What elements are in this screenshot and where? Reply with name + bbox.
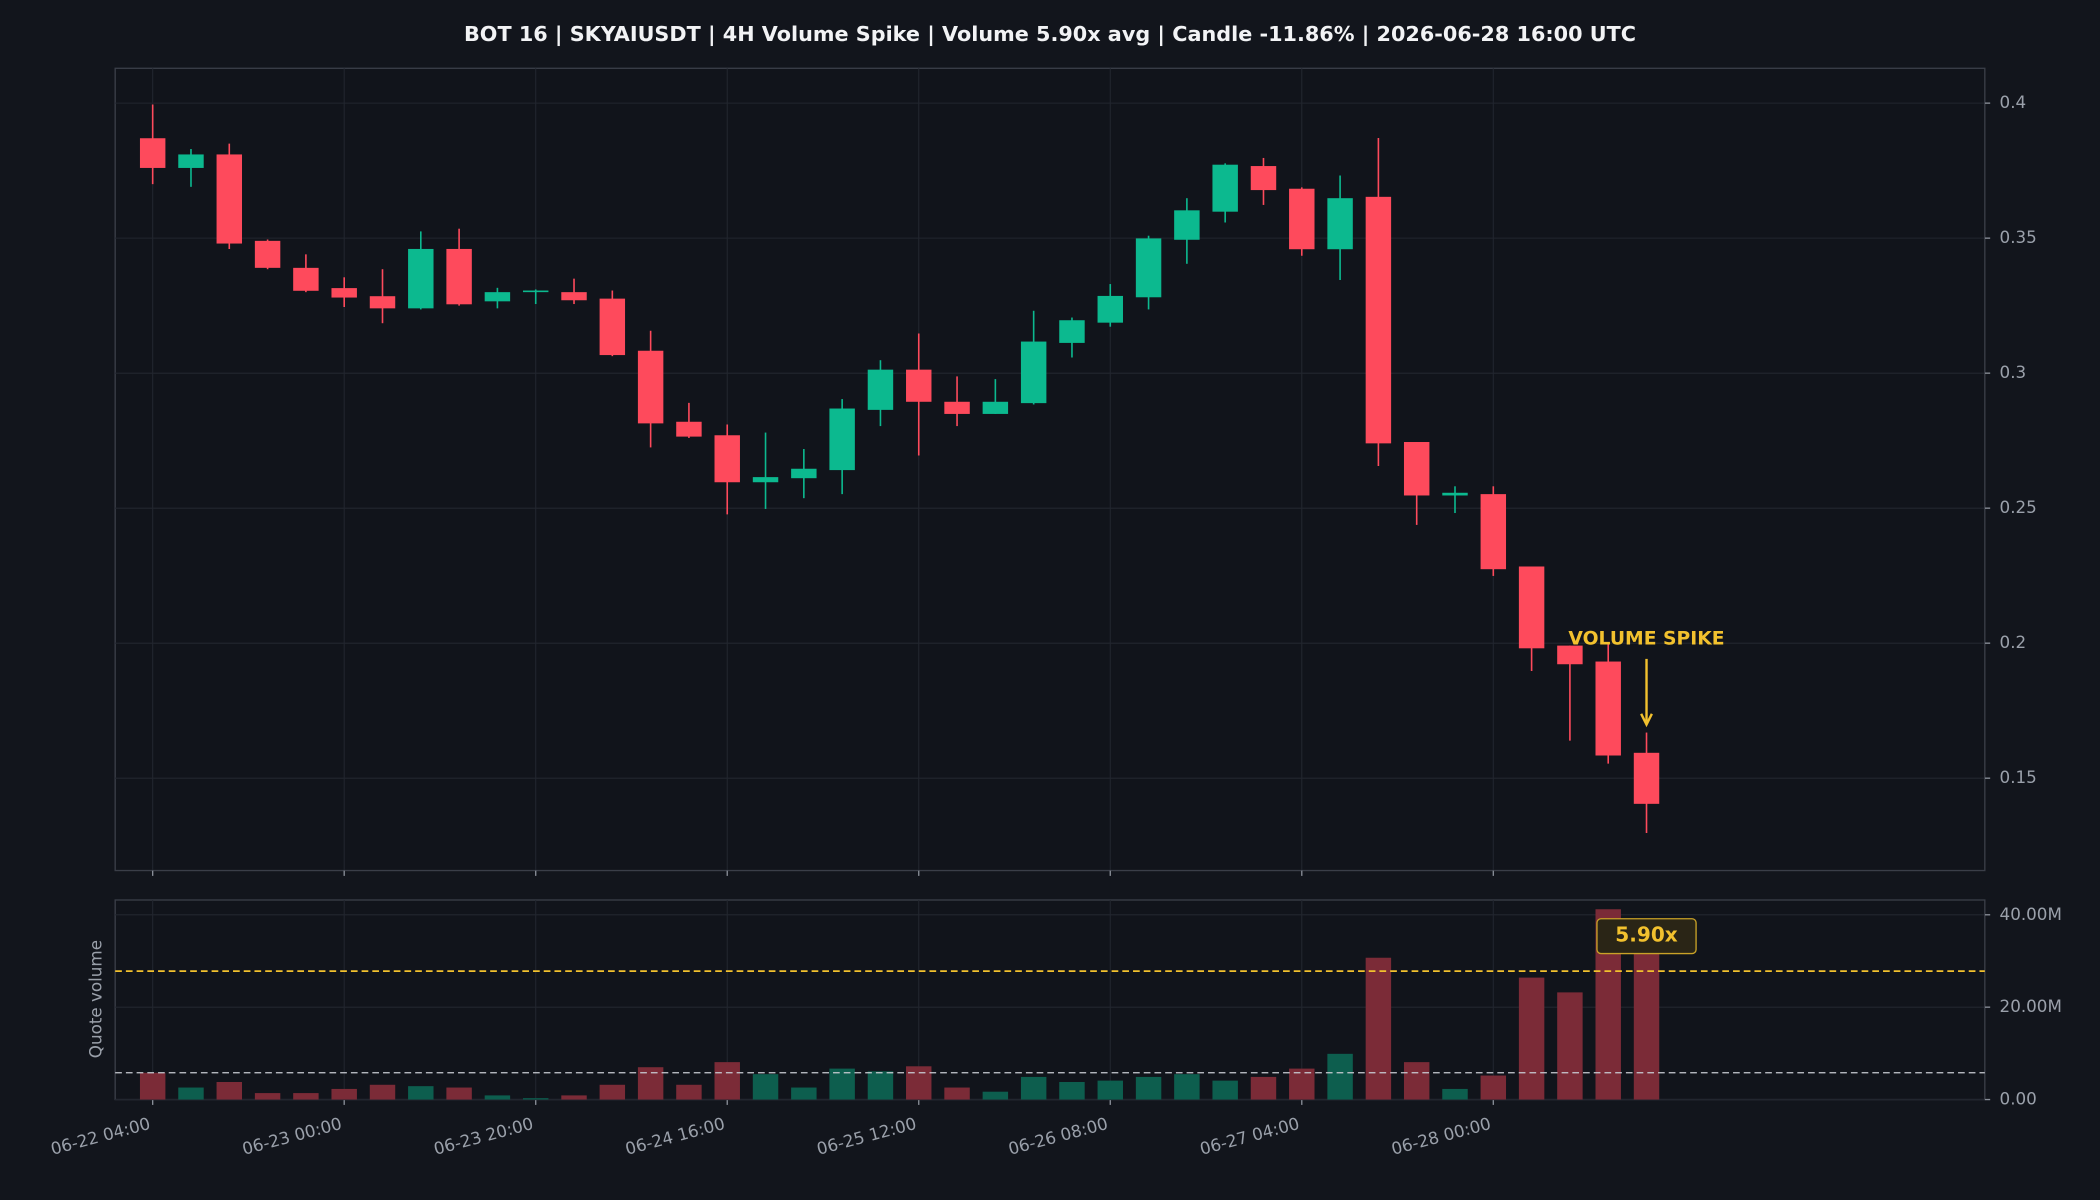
volume-bar [408,1086,434,1100]
candle-body [1059,320,1085,343]
volume-bar [637,1067,664,1100]
volume-bar [1557,992,1583,1100]
candle-body [446,248,472,305]
candle-body [944,401,970,414]
y-tick-label: 0.15 [2000,767,2037,787]
y-tick-label: 0.00 [2000,1089,2037,1109]
volume-bar [484,1095,511,1100]
volume-bar [1365,957,1392,1100]
candle-body [1365,196,1392,444]
candle-body [752,477,779,483]
candle-body [139,138,166,168]
volume-bar [1059,1082,1085,1100]
volume-bar [1480,1075,1507,1100]
volume-bar [1250,1076,1277,1100]
volume-bar [1403,1062,1430,1100]
candle-body [293,267,319,291]
volume-bar [216,1082,243,1100]
candle-body [637,350,664,424]
candle-body [867,369,894,410]
candle-body [1595,661,1621,756]
candle-body [1135,238,1162,298]
volume-bar [982,1091,1009,1100]
price-panel [114,67,1986,872]
candle-body [714,435,740,483]
candle-body [561,292,587,301]
candle-body [254,240,281,268]
y-tick-label: 40.00M [2000,904,2062,924]
volume-bar [1020,1076,1047,1100]
badge-box [1596,918,1697,955]
volume-bar [446,1087,472,1100]
volume-bar [829,1068,855,1100]
volume-bar [906,1066,932,1100]
volume-bar [1289,1068,1315,1100]
candle-body [1174,210,1200,240]
volume-bar [714,1062,740,1100]
candle-body [331,288,357,298]
volume-bar [1633,953,1660,1100]
y-tick-label: 0.3 [2000,362,2027,382]
candle-body [1442,492,1468,496]
volume-bar [791,1087,817,1100]
volume-bar [752,1074,779,1100]
y-tick-label: 0.35 [2000,227,2037,247]
candle-body [599,298,626,356]
candle-body [982,401,1009,414]
candle-body [484,292,511,302]
y-tick-label: 0.25 [2000,497,2037,517]
volume-bar [254,1093,281,1100]
volume-bar [1442,1088,1468,1100]
annotation-arrowhead [1640,713,1653,728]
y-axis-label: Quote volume [85,940,105,1058]
volume-bar [1327,1053,1353,1100]
volume-bar [522,1098,549,1100]
volume-bar [178,1087,204,1100]
y-tick-label: 0.2 [2000,632,2027,652]
candle-body [1020,341,1047,404]
candle-body [1250,166,1277,191]
volume-bar [369,1084,396,1100]
candle-body [676,421,702,437]
volume-bar [331,1088,357,1100]
candle-body [1097,295,1123,323]
chart-title: BOT 16 | SKYAIUSDT | 4H Volume Spike | V… [464,22,1636,47]
candle-body [1403,442,1430,496]
volume-bar [561,1095,587,1100]
y-tick-label: 20.00M [2000,996,2062,1016]
candle-body [216,154,243,244]
volume-bar [599,1084,626,1100]
volume-bar [139,1072,166,1100]
candle-body [178,154,204,168]
candle-body [906,369,932,402]
candle-body [829,408,855,471]
candle-body [1480,494,1507,570]
volume-bar [867,1071,894,1100]
annotation: VOLUME SPIKE [1568,628,1724,649]
candle-body [1327,198,1353,250]
volume-bar [1135,1076,1162,1100]
candle-body [1557,645,1583,665]
volume-bar [1097,1080,1123,1100]
volume-panel [114,899,1986,1101]
candle-body [1212,164,1238,212]
volume-bar [1174,1074,1200,1100]
volume-bar [1212,1080,1238,1100]
volume-bar [944,1087,970,1100]
candle-body [522,290,549,293]
volume-bar [1518,977,1545,1100]
candle-body [1518,566,1545,649]
candle-body [408,248,434,309]
badge-text: 5.90x [1615,923,1678,947]
candle-body [369,296,396,309]
candle-body [1633,752,1660,804]
y-tick-label: 0.4 [2000,92,2027,112]
candle-body [1289,188,1315,250]
volume-bar [293,1093,319,1100]
candle-body [791,468,817,479]
volume-bar [676,1084,702,1100]
